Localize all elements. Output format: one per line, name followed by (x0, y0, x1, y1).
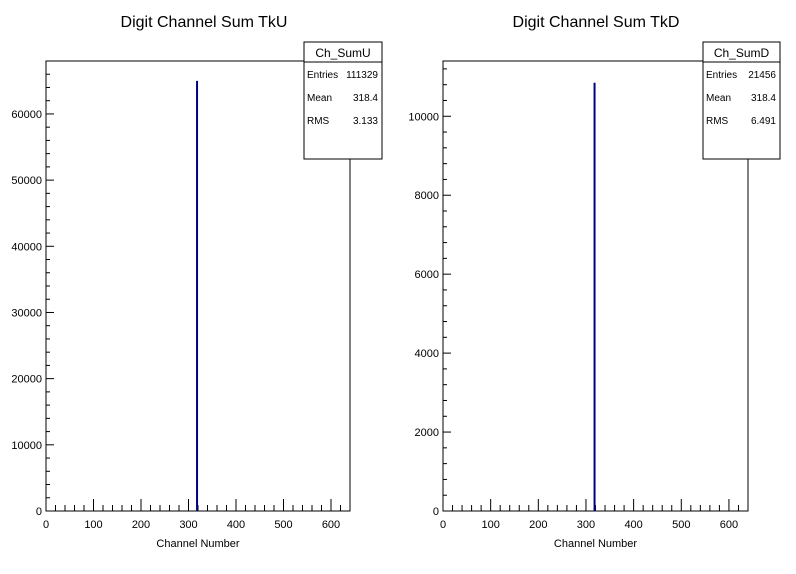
x-tick-label: 100 (481, 519, 499, 531)
chart-panel-2: Digit Channel Sum TkD0200040006000800010… (408, 14, 781, 550)
chart-title: Digit Channel Sum TkD (513, 14, 680, 31)
stats-label: Entries (706, 70, 737, 81)
chart-title: Digit Channel Sum TkU (121, 14, 288, 31)
x-tick-label: 600 (322, 519, 340, 531)
stats-label: RMS (706, 116, 729, 127)
stats-label: RMS (307, 116, 330, 127)
chart-panel-1: Digit Channel Sum TkU 0 10000 20000 30000 400… (11, 14, 383, 550)
stats-value: 318.4 (353, 93, 378, 104)
y-tick-label: 60000 (11, 109, 42, 121)
stats-value: 318.4 (751, 93, 776, 104)
x-tick-label: 200 (529, 519, 547, 531)
stats-value: 21456 (748, 70, 776, 81)
stats-value: 111329 (346, 70, 378, 81)
y-tick-label: 10000 (408, 111, 439, 123)
x-tick-label: 600 (720, 519, 738, 531)
y-tick-label: 6000 (415, 269, 439, 281)
x-axis-label: Channel Number (554, 538, 637, 550)
stats-label: Mean (706, 93, 731, 104)
x-tick-label: 0 (43, 519, 49, 531)
y-tick-label: 30000 (11, 307, 42, 319)
x-tick-label: 300 (577, 519, 595, 531)
stats-label: Entries (307, 70, 338, 81)
y-tick-label: 8000 (415, 190, 439, 202)
stats-value: 6.491 (751, 116, 776, 127)
x-tick-label: 200 (132, 519, 150, 531)
x-tick-label: 300 (179, 519, 197, 531)
y-tick-label: 10000 (11, 440, 42, 452)
x-tick-label: 500 (672, 519, 690, 531)
x-axis-label: Channel Number (156, 538, 239, 550)
x-tick-label: 400 (624, 519, 642, 531)
y-tick-label: 2000 (415, 427, 439, 439)
x-tick-label: 400 (227, 519, 245, 531)
y-tick-label: 4000 (415, 348, 439, 360)
y-tick-label: 20000 (11, 374, 42, 386)
y-tick-label: 50000 (11, 175, 42, 187)
stats-label: Mean (307, 93, 332, 104)
x-tick-label: 500 (274, 519, 292, 531)
x-tick-label: 0 (440, 519, 446, 531)
y-tick-label: 0 (36, 506, 42, 518)
x-tick-label: 100 (84, 519, 102, 531)
y-tick-label: 40000 (11, 241, 42, 253)
stats-name: Ch_SumU (315, 46, 370, 60)
y-tick-label: 0 (433, 506, 439, 518)
stats-value: 3.133 (353, 116, 378, 127)
stats-name: Ch_SumD (714, 46, 770, 60)
